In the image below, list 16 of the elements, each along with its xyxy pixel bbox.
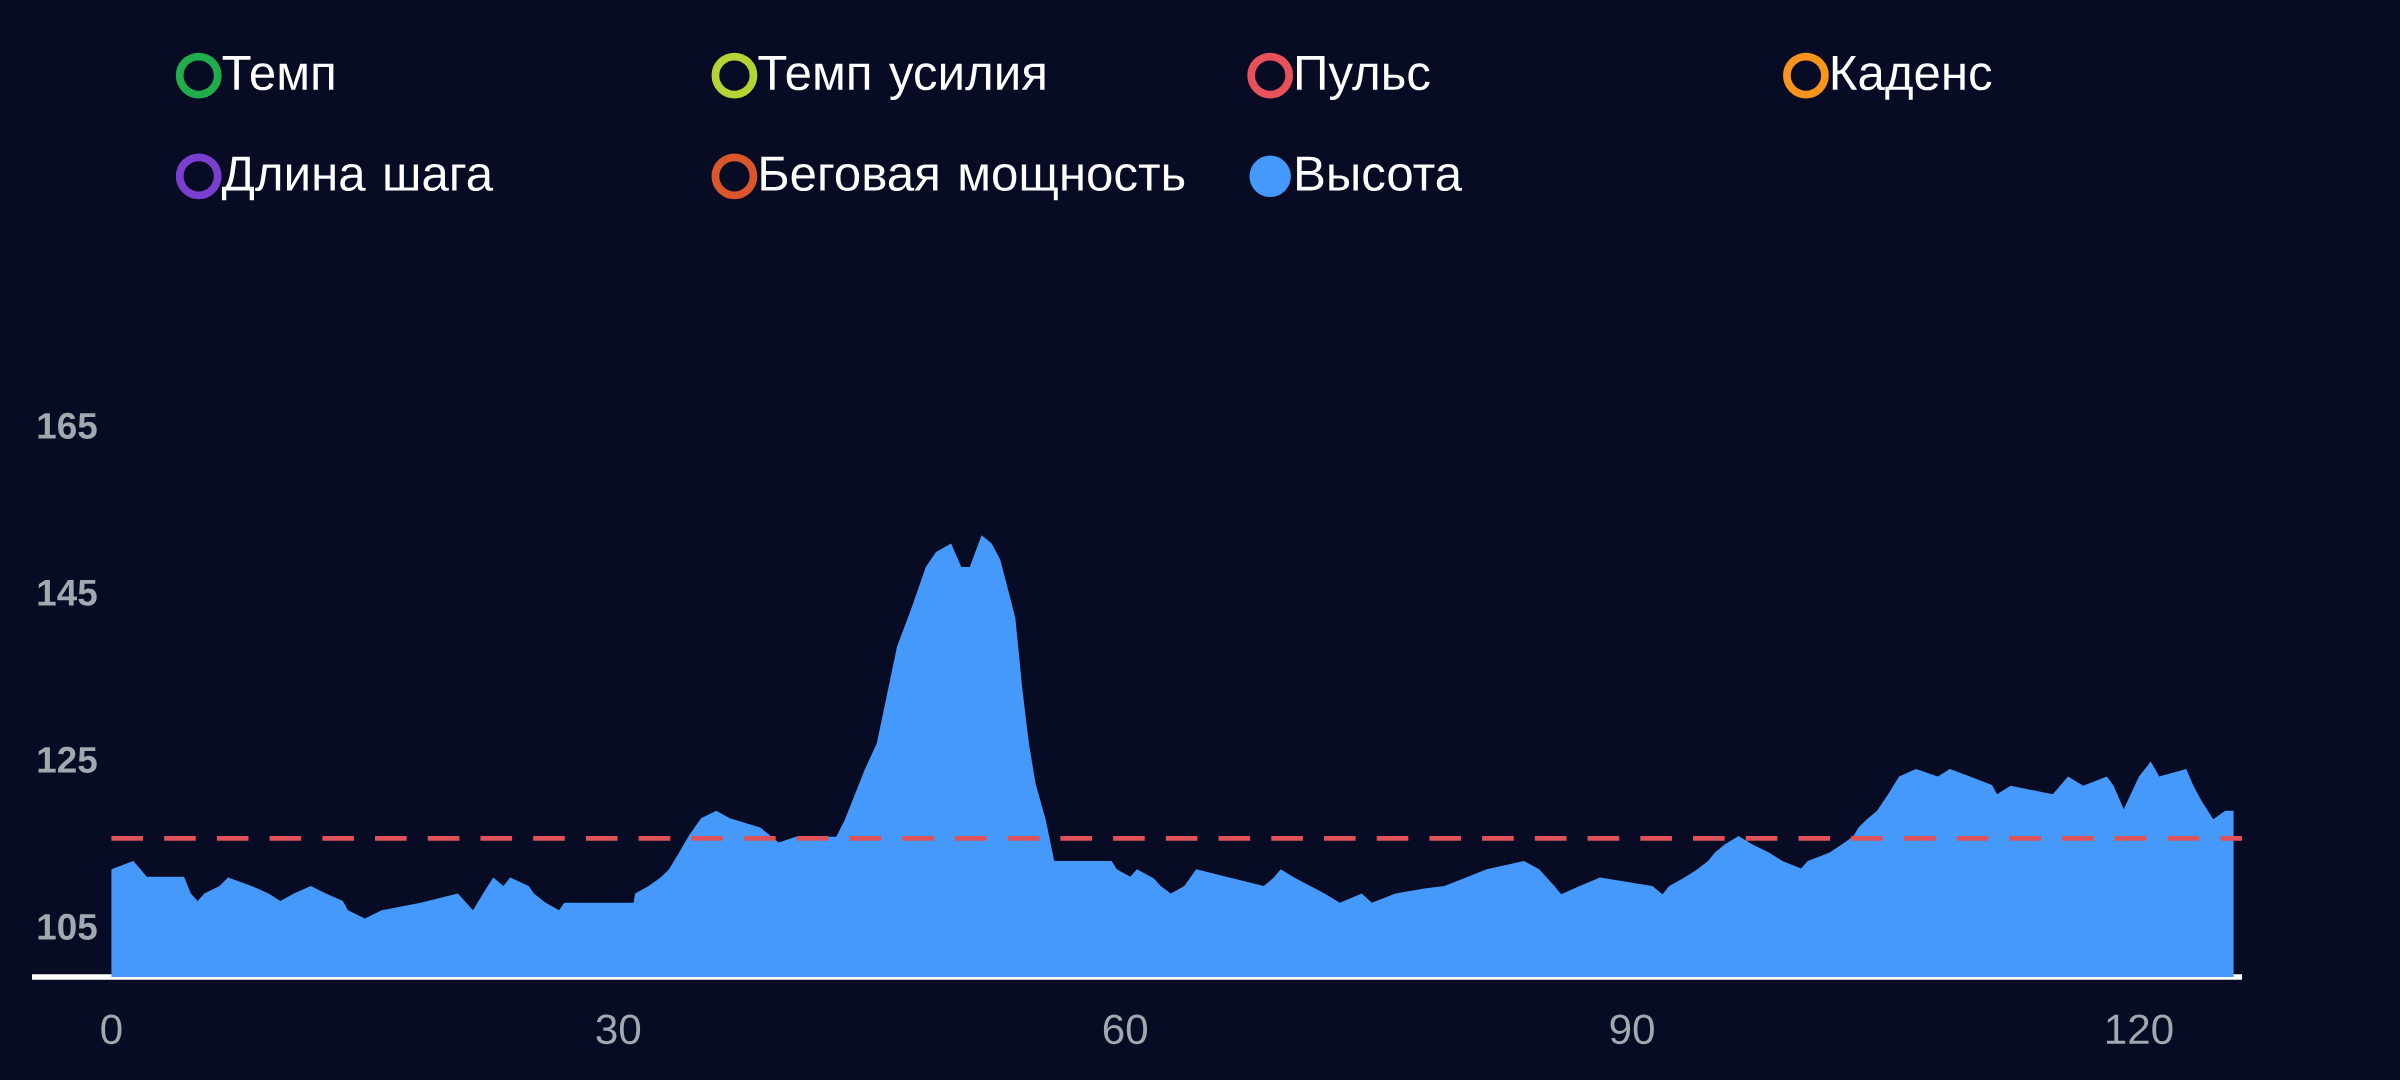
y-tick-label: 165 <box>38 412 97 439</box>
y-tick-label: 105 <box>38 913 97 940</box>
legend-label: Беговая мощность <box>761 156 1185 201</box>
legend-label: Высота <box>1297 156 1463 192</box>
legend-label: Темп <box>222 55 334 91</box>
x-tick-label: 90 <box>1610 1014 1654 1045</box>
x-tick-label: 120 <box>2106 1014 2173 1045</box>
legend-label: Длина шага <box>221 156 494 201</box>
x-tick-label: 30 <box>596 1014 641 1045</box>
y-tick-label: 125 <box>38 746 97 773</box>
x-tick-label: 60 <box>1103 1014 1148 1045</box>
legend-label: Пульс <box>1297 55 1430 101</box>
legend-label: Каденс <box>1832 55 1992 100</box>
legend-label: Темп усилия <box>758 55 1045 101</box>
y-tick-label: 145 <box>38 580 97 606</box>
x-tick-label: 0 <box>101 1014 122 1045</box>
